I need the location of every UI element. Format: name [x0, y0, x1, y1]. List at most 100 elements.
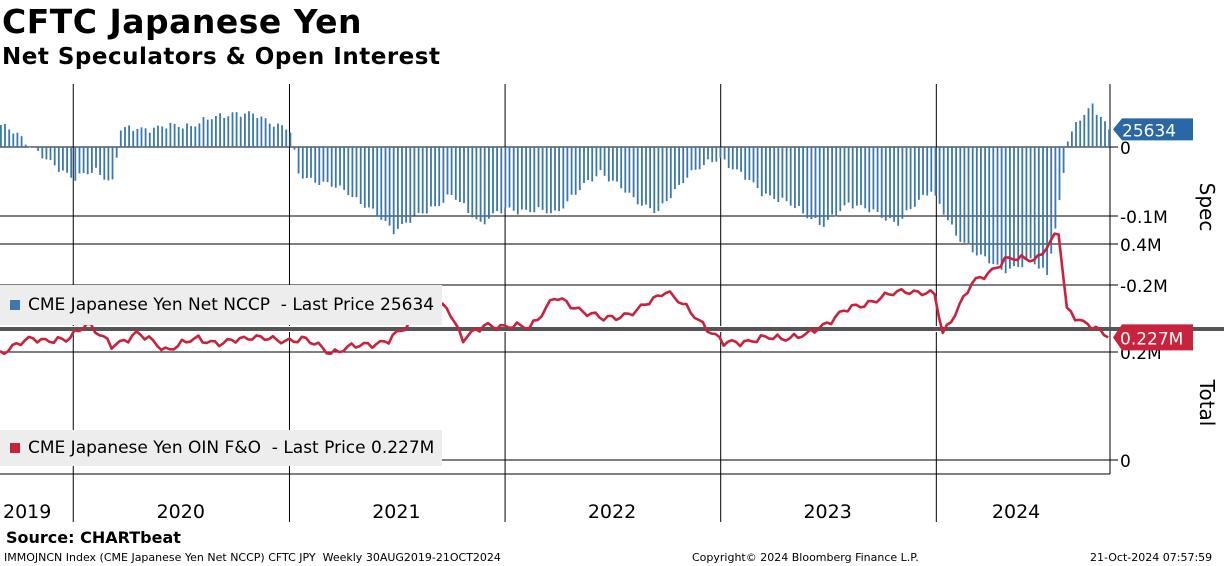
spec-bar [1050, 147, 1053, 254]
spec-bar [868, 147, 871, 213]
spec-bar [1042, 147, 1044, 268]
spec-bar [161, 126, 164, 147]
spec-bar [210, 119, 213, 147]
spec-bar [1062, 147, 1065, 173]
spec-bar [173, 123, 176, 147]
bottom-ytick-label-2: 0 [1120, 452, 1131, 472]
spec-bar [198, 123, 201, 147]
spec-bar [459, 147, 461, 202]
spec-bar [301, 147, 304, 179]
spec-bar [959, 147, 962, 242]
legend-open-interest: CME Japanese Yen OIN F&O - Last Price 0.… [0, 430, 443, 466]
spec-bar [657, 147, 660, 211]
spec-bar [78, 147, 81, 174]
spec-bar [550, 147, 552, 214]
spec-bar [37, 147, 39, 151]
spec-bar [1000, 147, 1003, 270]
spec-bar [620, 147, 623, 189]
spec-bar [401, 147, 403, 224]
spec-bar [1013, 147, 1015, 267]
spec-bar [570, 147, 573, 195]
spec-bar [773, 147, 776, 199]
spec-bar [409, 147, 412, 223]
spec-bar [1087, 108, 1090, 147]
spec-bar [219, 113, 221, 147]
spec-bar [132, 130, 135, 147]
spec-bar [922, 147, 924, 195]
spec-bar [140, 127, 143, 147]
spec-bar [107, 147, 110, 181]
x-year-label-2023: 2023 [803, 501, 851, 523]
spec-bar [293, 147, 296, 150]
spec-bar [839, 147, 842, 212]
spec-bar [91, 147, 93, 173]
bottom-ytick-label-0: 0.4M [1120, 236, 1162, 256]
spec-bar [533, 147, 536, 213]
spec-bar [297, 147, 300, 174]
legend-spec-text: CME Japanese Yen Net NCCP - Last Price 2… [28, 295, 435, 315]
source-note: Source: CHARTbeat [6, 528, 181, 547]
spec-bar [984, 147, 986, 257]
spec-bar [736, 147, 738, 170]
spec-bar [268, 123, 271, 147]
spec-bar [967, 147, 970, 245]
spec-bar [988, 147, 991, 264]
legend-oi-text: CME Japanese Yen OIN F&O - Last Price 0.… [28, 438, 435, 458]
spec-bar [111, 147, 114, 180]
spec-bar [223, 118, 226, 147]
spec-bar [583, 147, 585, 183]
x-year-label-2020: 2020 [157, 501, 205, 523]
spec-bar [649, 147, 651, 209]
index-info: IMMOJNCN Index (CME Japanese Yen Net NCC… [4, 551, 501, 564]
spec-bar [343, 147, 345, 190]
spec-bar [785, 147, 788, 202]
spec-bar [806, 147, 809, 219]
spec-bar [99, 147, 101, 175]
spec-bar [115, 147, 118, 158]
spec-bar [913, 147, 916, 207]
spec-bar [248, 111, 250, 147]
spec-bar [467, 147, 470, 213]
spec-bar [930, 147, 933, 192]
spec-bar [446, 147, 449, 195]
spec-bar [822, 147, 825, 227]
spec-bar [955, 147, 957, 236]
spec-bar [1029, 147, 1032, 259]
spec-bar [715, 147, 718, 162]
spec-bar [831, 147, 833, 215]
spec-bar [975, 147, 978, 256]
spec-bar [82, 147, 85, 174]
oi-last-tag-label: 0.227M [1120, 329, 1183, 349]
spec-bar [856, 147, 858, 206]
spec-bar [186, 123, 188, 147]
spec-bar [707, 147, 709, 160]
spec-bar [1071, 131, 1073, 147]
spec-bar [500, 147, 503, 214]
spec-bar [285, 129, 288, 147]
spec-bar [384, 147, 387, 222]
spec-bar [971, 147, 974, 253]
spec-last-tag [1113, 118, 1193, 141]
spec-bar [330, 147, 333, 187]
spec-bar [351, 147, 354, 197]
spec-bar [413, 147, 416, 216]
spec-bar [665, 147, 668, 202]
spec-bar [525, 147, 527, 210]
spec-bar [397, 147, 399, 229]
spec-bar [475, 147, 478, 220]
spec-bar [339, 147, 341, 186]
spec-bar [876, 147, 879, 212]
spec-bar [765, 147, 767, 194]
panel-separator [0, 327, 1224, 331]
spec-bar [322, 147, 325, 182]
spec-bar [628, 147, 631, 193]
legend-spec-swatch [10, 300, 20, 310]
spec-bar [901, 147, 904, 219]
spec-bar [727, 147, 730, 168]
spec-bar [760, 147, 763, 197]
spec-bar [41, 147, 44, 159]
spec-bar [918, 147, 920, 200]
spec-bar [864, 147, 867, 209]
spec-bar [980, 147, 982, 255]
spec-bar [289, 132, 292, 147]
